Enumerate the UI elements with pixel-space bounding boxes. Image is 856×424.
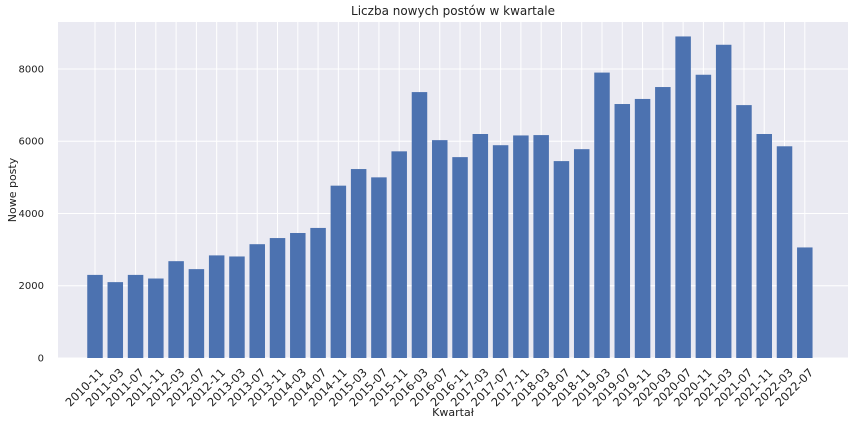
- bar-2020-07: [675, 36, 691, 359]
- y-tick-label: 8000: [19, 64, 44, 75]
- bar-2011-03: [107, 282, 124, 358]
- bar-2018-03: [533, 135, 549, 358]
- bar-2013-07: [249, 244, 265, 358]
- bar-2021-11: [756, 134, 772, 358]
- x-tick-labels: 2010-112011-032011-072011-112012-032012-…: [62, 365, 816, 409]
- bar-2018-11: [573, 149, 590, 358]
- bar-2011-11: [148, 278, 164, 358]
- bar-2022-03: [776, 146, 793, 358]
- bar-2020-11: [695, 74, 712, 359]
- bar-2017-11: [513, 135, 529, 358]
- bar-2012-11: [208, 255, 225, 358]
- bar-2011-07: [127, 274, 144, 358]
- x-axis-label: Kwartał: [432, 406, 475, 419]
- y-tick-label: 2000: [19, 281, 44, 292]
- bar-2019-07: [614, 104, 631, 358]
- bar-2015-03: [350, 169, 367, 358]
- bar-2019-03: [594, 72, 610, 359]
- bar-2012-03: [168, 261, 184, 358]
- y-tick-label: 4000: [19, 209, 44, 220]
- y-tick-label: 6000: [19, 137, 44, 148]
- bar-2022-07: [797, 247, 813, 358]
- y-tick-label: 0: [38, 354, 44, 365]
- bars-group: [87, 36, 813, 359]
- bar-2021-07: [736, 105, 752, 358]
- bar-2020-03: [655, 87, 671, 358]
- bar-2018-07: [553, 161, 570, 358]
- bar-2013-03: [229, 256, 245, 358]
- bar-2016-03: [411, 92, 428, 358]
- bar-2010-11: [87, 274, 103, 358]
- bar-2013-11: [269, 238, 286, 358]
- bar-2014-11: [330, 185, 347, 358]
- bar-2017-07: [492, 145, 509, 358]
- bar-2014-07: [310, 227, 326, 358]
- bar-2012-07: [188, 269, 205, 358]
- y-tick-labels: 0 2000 4000 6000 8000: [19, 64, 44, 364]
- bar-2017-03: [472, 134, 489, 358]
- bar-2016-11: [452, 157, 468, 358]
- chart-title: Liczba nowych postów w kwartale: [351, 4, 555, 18]
- y-axis-label: Nowe posty: [6, 157, 19, 222]
- bar-2014-03: [290, 232, 306, 358]
- bar-2021-03: [715, 44, 732, 358]
- bar-2015-11: [391, 151, 407, 358]
- bar-2016-07: [432, 140, 448, 358]
- bar-2015-07: [371, 177, 387, 358]
- bar-2019-11: [634, 98, 651, 359]
